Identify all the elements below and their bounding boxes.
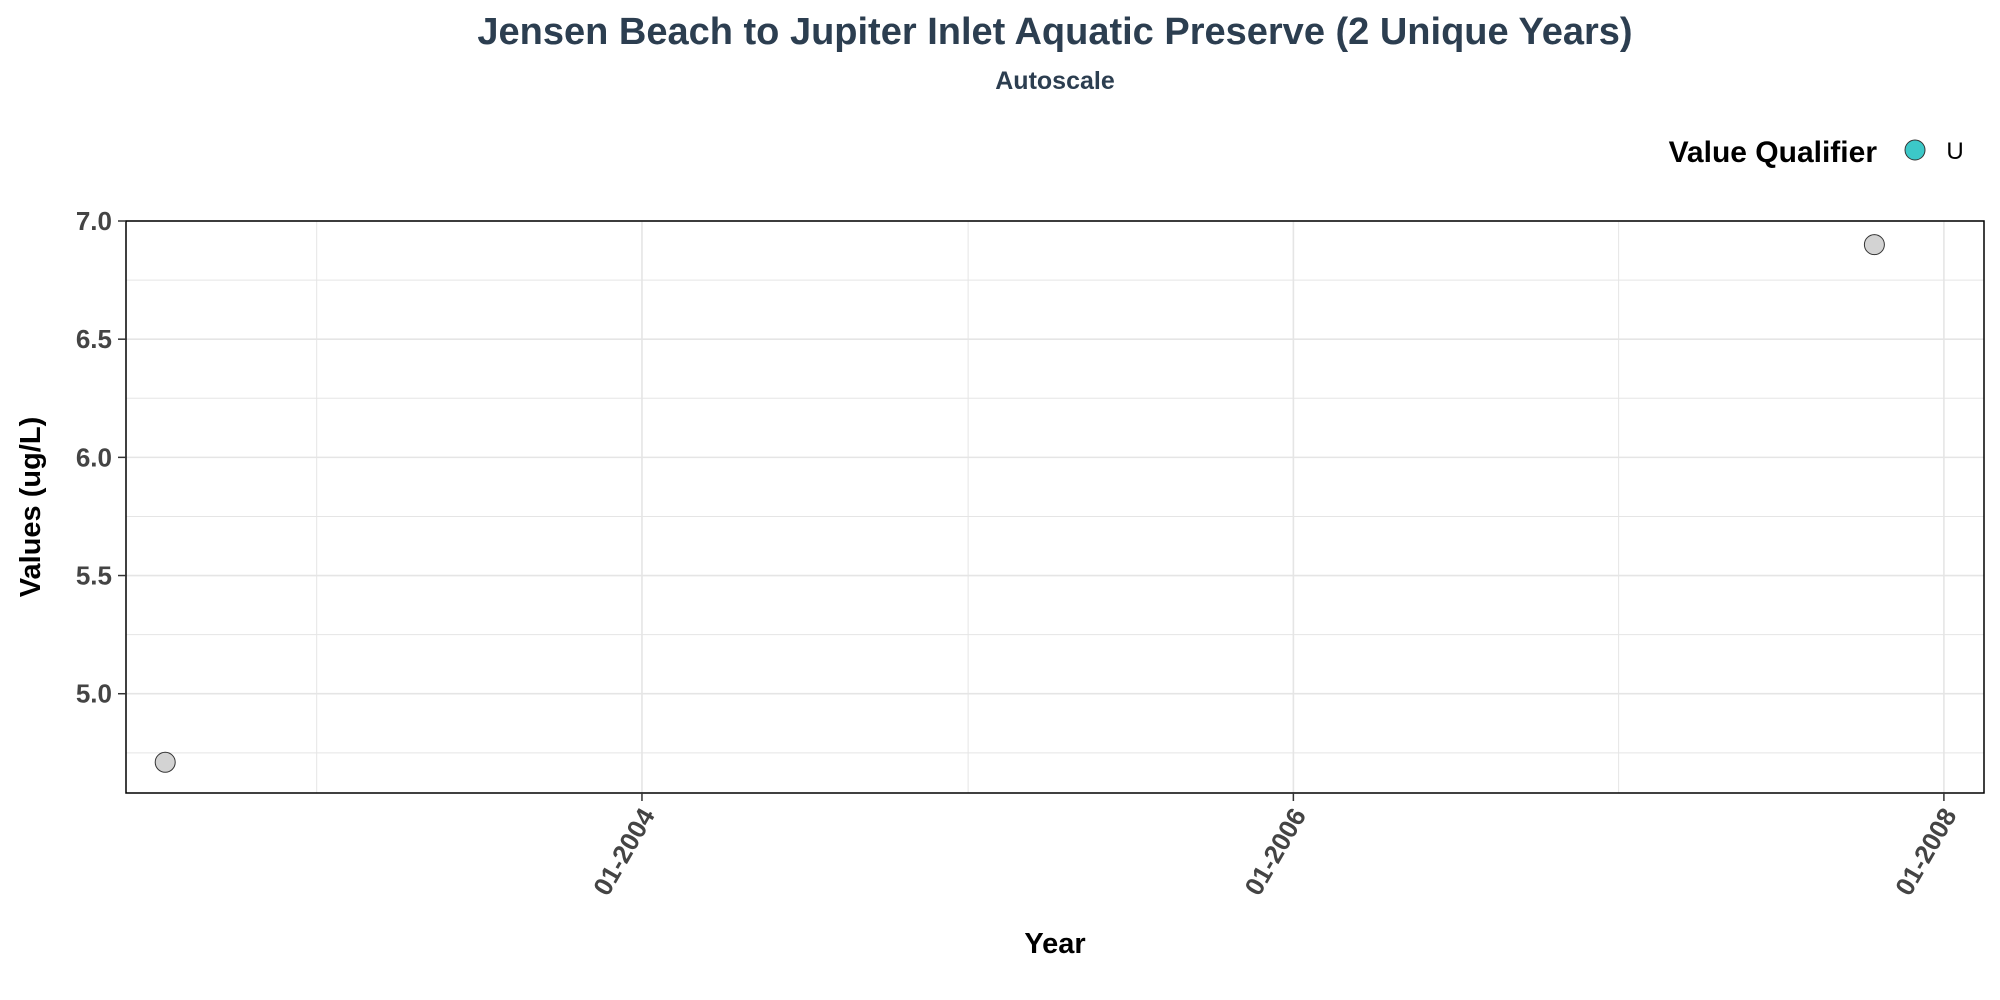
chart-subtitle: Autoscale — [995, 67, 1115, 95]
y-axis-title: Values (ug/L) — [15, 417, 47, 597]
plot-panel — [125, 220, 1985, 794]
axis-ticks: 5.0 5.5 6.0 6.5 7.0 01-2004 01-2006 01-2008 — [76, 206, 1963, 900]
y-tick-label: 6.0 — [76, 442, 112, 472]
y-tick-label: 6.5 — [76, 324, 112, 354]
data-point — [1863, 234, 1885, 256]
y-tick-label: 5.0 — [76, 679, 112, 709]
x-tick-label: 01-2006 — [1238, 803, 1312, 901]
legend-key-u — [1904, 139, 1926, 161]
y-tick-label: 7.0 — [76, 206, 112, 236]
legend: Value Qualifier U — [1669, 136, 1964, 169]
data-points — [154, 234, 1885, 773]
data-point — [154, 751, 176, 773]
x-tick-label: 01-2008 — [1889, 803, 1963, 901]
x-axis-title: Year — [1024, 928, 1085, 960]
chart-title: Jensen Beach to Jupiter Inlet Aquatic Pr… — [477, 11, 1632, 53]
legend-label-u: U — [1946, 138, 1963, 165]
y-tick-label: 5.5 — [76, 561, 112, 591]
gridlines — [126, 220, 1984, 793]
legend-title: Value Qualifier — [1669, 136, 1878, 169]
x-tick-label: 01-2004 — [587, 802, 661, 900]
